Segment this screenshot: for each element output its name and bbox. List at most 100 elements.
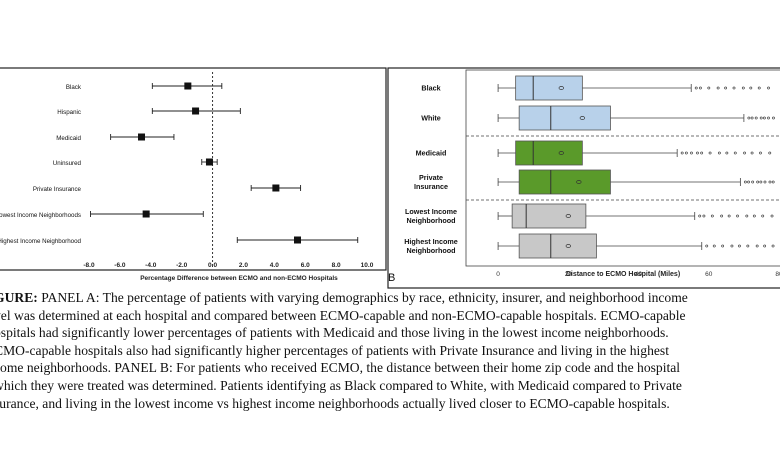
figure-caption: GURE: PANEL A: The percentage of patient… — [0, 289, 780, 412]
outlier-point — [727, 214, 731, 218]
outlier-point — [755, 244, 759, 248]
mean-marker — [558, 86, 564, 90]
group-label: Neighborhood — [406, 216, 455, 225]
point-estimate — [272, 184, 280, 192]
x-tick-label: 80 — [775, 271, 780, 278]
caption-line-2: vel was determined at each hospital and … — [0, 307, 686, 323]
outlier-point — [705, 244, 709, 248]
outlier-point — [767, 86, 770, 90]
outlier-point — [720, 214, 724, 218]
group-label: White — [421, 114, 441, 123]
outlier-point — [759, 116, 763, 120]
x-tick-label: 60 — [705, 271, 713, 278]
outlier-point — [751, 180, 755, 184]
x-tick-label: -4.0 — [145, 262, 157, 269]
outlier-point — [759, 180, 763, 184]
group-label: Insurance — [414, 182, 448, 191]
group-label: Neighborhood — [406, 246, 455, 255]
group-label: Private — [419, 173, 443, 182]
outlier-point — [750, 116, 754, 120]
outlier-point — [690, 151, 693, 155]
iqr-box — [518, 169, 611, 195]
outlier-point — [730, 244, 734, 248]
panel-b-letter: B — [388, 272, 395, 284]
outlier-point — [770, 214, 774, 218]
caption-line-5: come neighborhoods. PANEL B: For patient… — [0, 360, 681, 376]
outlier-point — [752, 214, 756, 218]
outlier-point — [699, 86, 702, 90]
caption-bold-head: GURE: — [0, 290, 38, 305]
point-estimate — [294, 236, 301, 244]
outlier-point — [696, 151, 699, 155]
outlier-point — [736, 214, 739, 218]
group-label: Highest Income — [404, 237, 458, 246]
x-tick-label: 0.0 — [208, 262, 217, 269]
outlier-point — [771, 244, 775, 248]
outlier-point — [721, 244, 725, 248]
outlier-point — [725, 151, 729, 155]
x-tick-label: 4.0 — [270, 262, 279, 269]
outlier-point — [707, 86, 711, 90]
outlier-point — [724, 86, 728, 90]
outlier-point — [757, 86, 761, 90]
row-label: Highest Income Neighborhood — [0, 238, 82, 245]
outlier-point — [716, 86, 720, 90]
outlier-point — [733, 151, 737, 155]
outlier-point — [761, 214, 765, 218]
panel-a-forest-plot: Black Hispanic Medicaid Uninsured Private In… — [0, 67, 387, 282]
row-label: Medicaid — [56, 135, 81, 142]
outlier-point — [684, 151, 688, 155]
outlier-point — [698, 214, 702, 218]
outlier-point — [708, 151, 712, 155]
outlier-point — [767, 116, 770, 120]
x-axis-label: Percentage Difference between ECMO and n… — [140, 275, 338, 282]
outlier-point — [754, 116, 758, 120]
panel-b-frame — [387, 67, 780, 289]
outlier-point — [759, 151, 762, 155]
row-label: Lowest Income Neighborhoods — [0, 212, 81, 219]
iqr-box — [515, 140, 583, 166]
outlier-point — [771, 180, 775, 184]
x-tick-label: -2.0 — [176, 262, 188, 269]
panel-a-frame — [0, 67, 387, 271]
point-estimate — [138, 133, 146, 141]
caption-line-7: surance, and living in the lowest income… — [0, 395, 670, 411]
outlier-point — [743, 180, 747, 184]
outlier-point — [749, 86, 753, 90]
row-label: Private Insurance — [33, 186, 82, 193]
point-estimate — [205, 158, 213, 166]
outlier-point — [710, 214, 714, 218]
outlier-point — [750, 151, 754, 155]
outlier-point — [762, 116, 766, 120]
caption-line-4: CMO-capable hospitals also had significa… — [0, 342, 669, 358]
outlier-point — [732, 86, 736, 90]
outlier-point — [741, 86, 745, 90]
outlier-point — [743, 151, 746, 155]
outlier-point — [702, 214, 706, 218]
caption-line-3: ospitals had significantly lower percent… — [0, 325, 669, 341]
caption-line-6: which they were treated was determined. … — [0, 377, 682, 393]
group-label: Black — [421, 84, 440, 93]
outlier-point — [745, 214, 749, 218]
iqr-box — [518, 233, 597, 259]
row-label: Hispanic — [57, 109, 81, 116]
outlier-point — [756, 180, 760, 184]
outlier-point — [747, 180, 750, 184]
outlier-point — [763, 180, 767, 184]
x-tick-label: 6.0 — [301, 262, 310, 269]
outlier-point — [717, 151, 721, 155]
x-tick-label: 20 — [565, 271, 573, 278]
x-tick-label: 10.0 — [361, 262, 374, 269]
outlier-point — [712, 244, 716, 248]
outlier-point — [763, 244, 767, 248]
iqr-box — [511, 203, 587, 229]
iqr-box — [518, 105, 611, 131]
caption-line-1: GURE: PANEL A: The percentage of patient… — [0, 289, 780, 307]
x-axis-label: Distance to ECMO Hospital (Miles) — [566, 271, 680, 278]
x-tick-label: 40 — [635, 271, 643, 278]
x-tick-label: 2.0 — [239, 262, 248, 269]
point-estimate — [184, 82, 192, 90]
outlier-point — [747, 116, 751, 120]
